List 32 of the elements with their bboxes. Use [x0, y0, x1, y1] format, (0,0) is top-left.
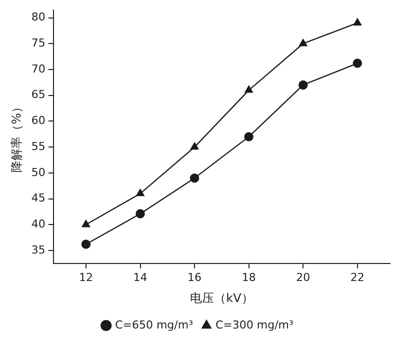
y-tick-label: 60 [31, 114, 46, 128]
point [299, 39, 308, 46]
point [136, 209, 145, 218]
point [190, 142, 199, 150]
point [81, 240, 91, 249]
y-axis-title: 降解率（%） [9, 100, 24, 172]
y-tick-label: 70 [31, 62, 46, 76]
x-tick-label: 14 [133, 270, 148, 284]
y-tick-label: 50 [31, 166, 46, 179]
point [353, 18, 362, 26]
point [82, 220, 90, 228]
y-tick-label: 65 [31, 88, 46, 102]
x-tick-label: 16 [188, 270, 202, 284]
y-tick-label: 55 [31, 140, 46, 153]
legend-label: C=650 mg/m³ [115, 318, 194, 332]
x-axis-title: 电压（kV） [190, 290, 254, 305]
point [190, 173, 200, 183]
point [298, 80, 308, 90]
x-tick-label: 20 [296, 270, 310, 284]
y-tick-label: 40 [31, 217, 46, 230]
point [352, 58, 362, 68]
y-tick-label: 80 [31, 10, 46, 24]
point [244, 86, 253, 93]
legend-label: C=300 mg/m³ [216, 318, 294, 332]
x-tick-label: 18 [242, 270, 256, 284]
y-tick-label: 45 [31, 192, 46, 205]
point [244, 132, 254, 142]
y-tick-label: 35 [31, 243, 46, 256]
y-tick-label: 75 [31, 36, 46, 50]
x-tick-label: 22 [350, 270, 364, 284]
x-tick-label: 12 [78, 270, 93, 284]
point [136, 188, 144, 196]
